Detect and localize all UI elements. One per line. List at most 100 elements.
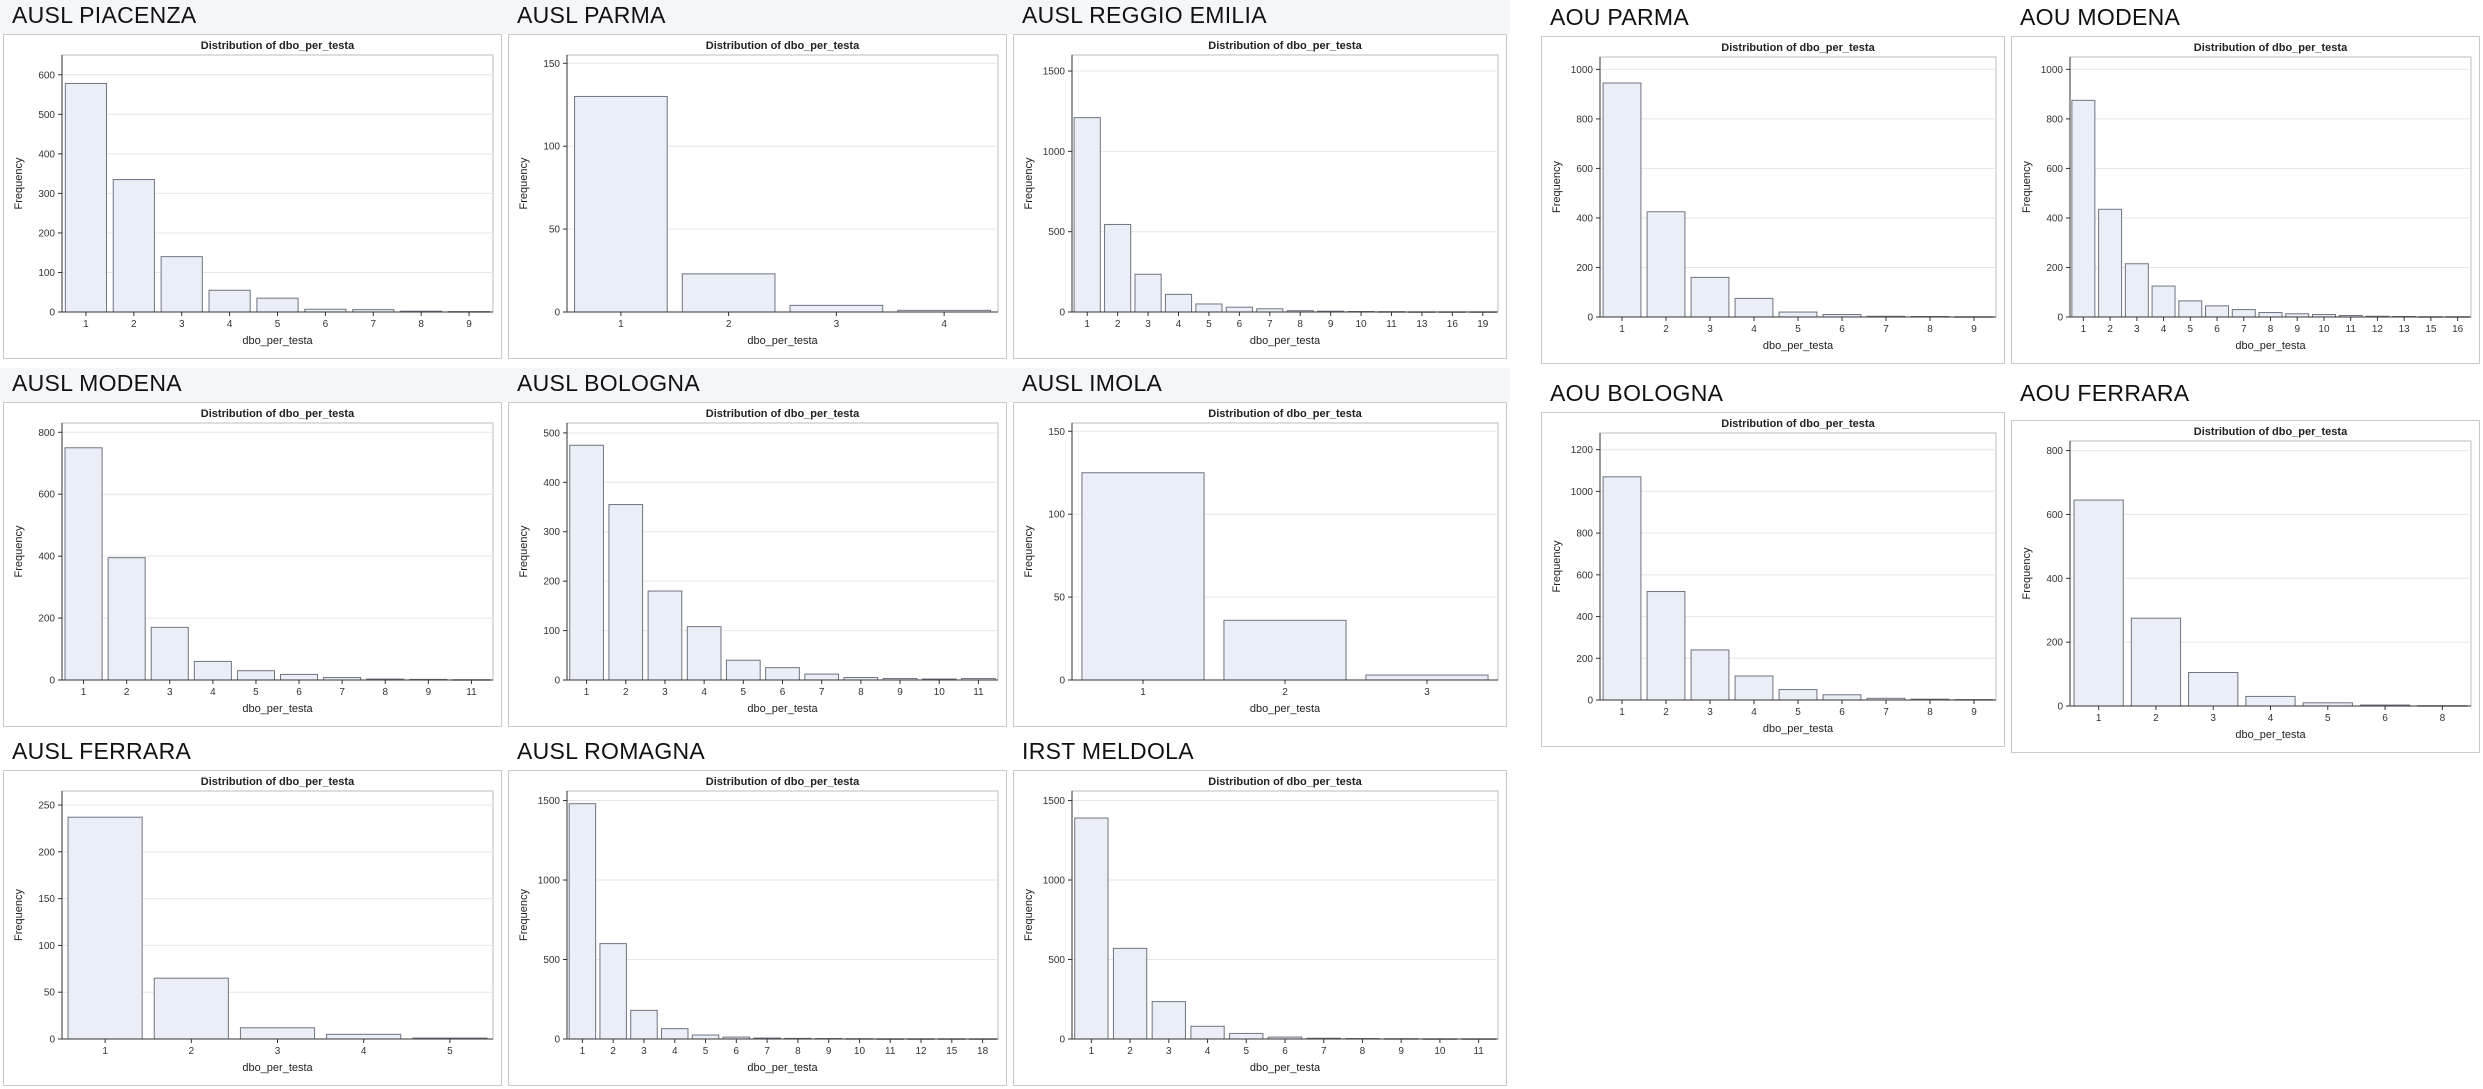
x-tick-label: 5: [2325, 713, 2331, 724]
panel-title: AOU FERRARA: [2020, 380, 2190, 406]
x-tick-label: 7: [819, 687, 825, 698]
x-tick-label: 3: [167, 687, 173, 698]
bar: [160, 256, 203, 313]
bar: [150, 626, 189, 681]
panel-title: AOU BOLOGNA: [1550, 380, 1724, 406]
x-tick-label: 4: [1176, 319, 1182, 330]
panel-header-strip: [505, 368, 1010, 402]
x-tick-label: 6: [2214, 324, 2220, 335]
panel-header-strip: [0, 368, 505, 402]
x-tick-label: 1: [1089, 1046, 1095, 1057]
y-tick-label: 100: [1048, 510, 1065, 521]
bar: [1646, 211, 1686, 318]
y-tick-label: 400: [2046, 574, 2063, 585]
x-tick-label: 10: [2318, 324, 2330, 335]
chart-ausl-bologna: Distribution of dbo_per_testa 0 100 200 300 4…: [518, 408, 999, 715]
y-tick-label: 500: [1048, 955, 1065, 966]
y-tick-label: 1000: [1043, 147, 1066, 158]
x-tick-label: 2: [623, 687, 629, 698]
y-tick-label: 0: [49, 1035, 55, 1046]
x-tick-label: 5: [703, 1046, 709, 1057]
x-tick-label: 8: [1360, 1046, 1366, 1057]
y-axis-label: Frequency: [518, 889, 530, 941]
x-tick-label: 7: [2241, 324, 2247, 335]
chart-frame: Distribution of dbo_per_testa 0 200 400 600 8…: [3, 402, 502, 727]
bar: [236, 670, 275, 681]
y-tick-label: 1000: [1571, 487, 1594, 498]
chart-frame: Distribution of dbo_per_testa 0 50 100 150 1 2…: [508, 34, 1007, 359]
x-tick-label: 11: [1473, 1046, 1484, 1057]
y-tick-label: 200: [1576, 263, 1593, 274]
y-tick-label: 1000: [538, 876, 561, 887]
y-axis-label: Frequency: [1551, 161, 1563, 213]
y-axis-label: Frequency: [518, 525, 530, 577]
y-tick-label: 0: [1059, 1035, 1065, 1046]
bar: [804, 673, 840, 681]
x-tick-label: 5: [2188, 324, 2194, 335]
x-tick-label: 3: [1424, 687, 1430, 698]
x-tick-label: 8: [2268, 324, 2274, 335]
panel-title: AOU PARMA: [1550, 4, 1690, 30]
chart-title: Distribution of dbo_per_testa: [706, 776, 860, 788]
x-tick-label: 3: [662, 687, 668, 698]
x-axis-label: dbo_per_testa: [242, 335, 313, 347]
y-tick-label: 0: [49, 676, 55, 687]
bar: [1646, 591, 1686, 701]
y-tick-label: 1500: [1043, 796, 1066, 807]
chart-ausl-romagna: Distribution of dbo_per_testa 0 500 1000 150…: [518, 776, 999, 1074]
y-tick-label: 500: [543, 428, 560, 439]
x-tick-label: 3: [1707, 324, 1713, 335]
panel-aou-ferrara: AOU FERRARA Distribution of dbo_per_test…: [2008, 378, 2483, 756]
y-tick-label: 50: [1054, 593, 1066, 604]
x-tick-label: 8: [795, 1046, 801, 1057]
y-tick-label: 150: [38, 894, 55, 905]
chart-frame: Distribution of dbo_per_testa 0 200 400 600 8…: [2011, 36, 2480, 364]
bar: [2130, 617, 2182, 707]
bar: [569, 444, 604, 681]
x-tick-label: 8: [1297, 319, 1303, 330]
bar: [1112, 947, 1148, 1040]
chart-title: Distribution of dbo_per_testa: [2194, 426, 2348, 438]
panel-title: AUSL IMOLA: [1022, 370, 1163, 396]
x-axis-label: dbo_per_testa: [1250, 1062, 1321, 1074]
chart-title: Distribution of dbo_per_testa: [2194, 42, 2348, 54]
x-axis-label: dbo_per_testa: [1763, 340, 1834, 352]
x-tick-label: 5: [1795, 707, 1801, 718]
y-tick-label: 200: [38, 228, 55, 239]
x-tick-label: 3: [275, 1046, 281, 1057]
x-tick-label: 4: [1205, 1046, 1211, 1057]
panel-ausl-piacenza: AUSL PIACENZA Distribution of dbo_per_te…: [0, 0, 505, 362]
x-tick-label: 4: [1751, 324, 1757, 335]
bar: [193, 660, 232, 681]
x-tick-label: 4: [2161, 324, 2167, 335]
bar: [647, 590, 683, 681]
y-axis-label: Frequency: [13, 157, 25, 209]
bar: [2231, 309, 2256, 318]
x-tick-label: 13: [1416, 319, 1428, 330]
x-tick-label: 2: [124, 687, 130, 698]
y-tick-label: 50: [549, 225, 561, 236]
plot-area: [566, 790, 999, 1040]
y-tick-label: 50: [44, 988, 56, 999]
panel-ausl-modena: AUSL MODENA Distribution of dbo_per_test…: [0, 368, 505, 730]
panel-header-strip: [505, 0, 1010, 34]
y-tick-label: 500: [38, 110, 55, 121]
panel-header-strip: [1010, 368, 1510, 402]
y-tick-label: 0: [1587, 696, 1593, 707]
panel-title: AUSL REGGIO EMILIA: [1022, 2, 1267, 28]
x-tick-label: 3: [1166, 1046, 1172, 1057]
x-tick-label: 4: [2268, 713, 2274, 724]
y-tick-label: 400: [1576, 612, 1593, 623]
chart-title: Distribution of dbo_per_testa: [201, 776, 355, 788]
panel-title: AUSL ROMAGNA: [517, 738, 706, 764]
x-tick-label: 5: [1795, 324, 1801, 335]
x-tick-label: 2: [1663, 707, 1669, 718]
y-tick-label: 0: [2057, 702, 2063, 713]
y-tick-label: 0: [554, 676, 560, 687]
chart-title: Distribution of dbo_per_testa: [1208, 40, 1362, 52]
y-axis-label: Frequency: [1023, 157, 1035, 209]
x-tick-label: 3: [834, 319, 840, 330]
x-tick-label: 1: [1140, 687, 1146, 698]
x-tick-label: 9: [466, 319, 472, 330]
bar: [1778, 689, 1818, 701]
